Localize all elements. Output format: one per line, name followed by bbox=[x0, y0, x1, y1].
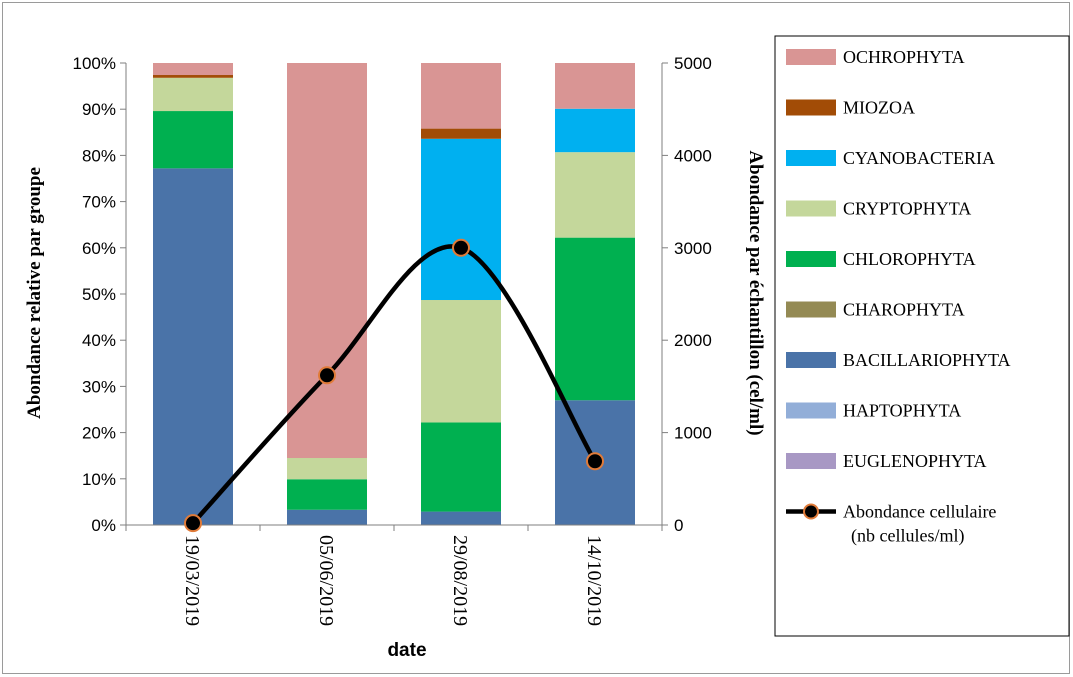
bar-segment-chlorophyta bbox=[153, 111, 233, 169]
y2-tick-label: 4000 bbox=[674, 146, 712, 165]
legend-swatch-cryptophyta bbox=[786, 200, 836, 217]
bar-segment-chlorophyta bbox=[287, 479, 367, 510]
bar-segment-bacillariophyta bbox=[153, 168, 233, 525]
y2-tick-label: 0 bbox=[674, 516, 683, 535]
bar-segment-cyanobacteria bbox=[421, 138, 501, 301]
bar-segment-cyanobacteria bbox=[555, 108, 635, 153]
legend-label-chlorophyta: CHLOROPHYTA bbox=[843, 249, 976, 269]
y2-tick-label: 1000 bbox=[674, 424, 712, 443]
bar-segment-ochrophyta bbox=[153, 63, 233, 76]
bar-segment-bacillariophyta bbox=[287, 509, 367, 525]
y-tick-label: 70% bbox=[82, 193, 116, 212]
legend-label-cryptophyta: CRYPTOPHYTA bbox=[843, 199, 971, 219]
y-axis-title: Abondance relative par groupe bbox=[24, 167, 45, 419]
bar-segment-bacillariophyta bbox=[421, 511, 501, 525]
legend-label-charophyta: CHAROPHYTA bbox=[843, 300, 965, 320]
y-tick-label: 50% bbox=[82, 285, 116, 304]
abundance-point bbox=[452, 238, 470, 257]
legend-label-cyanobacteria: CYANOBACTERIA bbox=[843, 148, 995, 168]
y-tick-label: 40% bbox=[82, 331, 116, 350]
y-tick-label: 60% bbox=[82, 239, 116, 258]
y-tick-label: 100% bbox=[73, 54, 116, 73]
y2-axis-title: Abondance par échantillon (cel/ml) bbox=[745, 150, 766, 435]
y-tick-label: 10% bbox=[82, 470, 116, 489]
y-tick-label: 20% bbox=[82, 424, 116, 443]
bar-segment-ochrophyta bbox=[287, 63, 367, 459]
legend-swatch-cyanobacteria bbox=[786, 150, 836, 166]
legend-line-marker bbox=[803, 503, 819, 520]
abundance-line-layer bbox=[184, 238, 604, 533]
legend: OCHROPHYTA MIOZOA CYANOBACTERIA CRYPTOPHYTA… bbox=[774, 35, 1070, 637]
bar-segment-cryptophyta bbox=[421, 300, 501, 423]
legend-label-bacillariophyta: BACILLARIOPHYTA bbox=[843, 350, 1011, 370]
bars-layer bbox=[153, 63, 635, 525]
legend-box bbox=[774, 35, 1070, 637]
legend-label-abundance-line-1: Abondance cellulaire bbox=[843, 502, 996, 522]
bar-segment-miozoa bbox=[421, 128, 501, 139]
bar-segment-chlorophyta bbox=[555, 237, 635, 401]
y2-tick-label: 3000 bbox=[674, 239, 712, 258]
legend-swatch-charophyta bbox=[786, 301, 836, 318]
abundance-line bbox=[191, 244, 597, 525]
y-tick-label: 0% bbox=[91, 516, 116, 535]
legend-label-abundance-line-2: (nb cellules/ml) bbox=[851, 526, 964, 547]
bar-segment-chlorophyta bbox=[421, 422, 501, 512]
legend-swatch-chlorophyta bbox=[786, 251, 836, 267]
legend-label-euglenophyta: EUGLENOPHYTA bbox=[843, 451, 987, 471]
bar-segment-cryptophyta bbox=[287, 458, 367, 480]
bar-segment-ochrophyta bbox=[555, 63, 635, 109]
legend-label-ochrophyta: OCHROPHYTA bbox=[843, 47, 965, 67]
legend-label-miozoa: MIOZOA bbox=[843, 98, 915, 118]
x-axis-title: date bbox=[387, 640, 426, 661]
legend-label-haptophyta: HAPTOPHYTA bbox=[843, 401, 961, 421]
x-category-label: 29/08/2019 bbox=[449, 535, 471, 626]
x-category-label: 05/06/2019 bbox=[315, 535, 337, 626]
x-category-label: 14/10/2019 bbox=[583, 535, 605, 626]
axes-layer: 0% 10% 20% 30% 40% 50% 60% 70% 80% 90% 100% 0 1000 20… bbox=[73, 54, 712, 626]
bar-segment-cryptophyta bbox=[153, 77, 233, 112]
abundance-point bbox=[318, 366, 336, 385]
y-tick-label: 90% bbox=[82, 100, 116, 119]
legend-swatch-miozoa bbox=[786, 99, 836, 116]
y-tick-label: 30% bbox=[82, 377, 116, 396]
legend-swatch-bacillariophyta bbox=[786, 352, 836, 368]
legend-swatch-haptophyta bbox=[786, 402, 836, 419]
bar-segment-ochrophyta bbox=[421, 63, 501, 129]
legend-swatch-ochrophyta bbox=[786, 49, 836, 65]
x-category-label: 19/03/2019 bbox=[181, 535, 203, 626]
abundance-point bbox=[586, 452, 604, 471]
bar-segment-miozoa bbox=[153, 75, 233, 78]
bar-segment-cryptophyta bbox=[555, 152, 635, 238]
legend-swatch-euglenophyta bbox=[786, 453, 836, 469]
y2-tick-label: 5000 bbox=[674, 54, 712, 73]
y2-tick-label: 2000 bbox=[674, 331, 712, 350]
y-tick-label: 80% bbox=[82, 146, 116, 165]
abundance-point bbox=[184, 514, 202, 533]
